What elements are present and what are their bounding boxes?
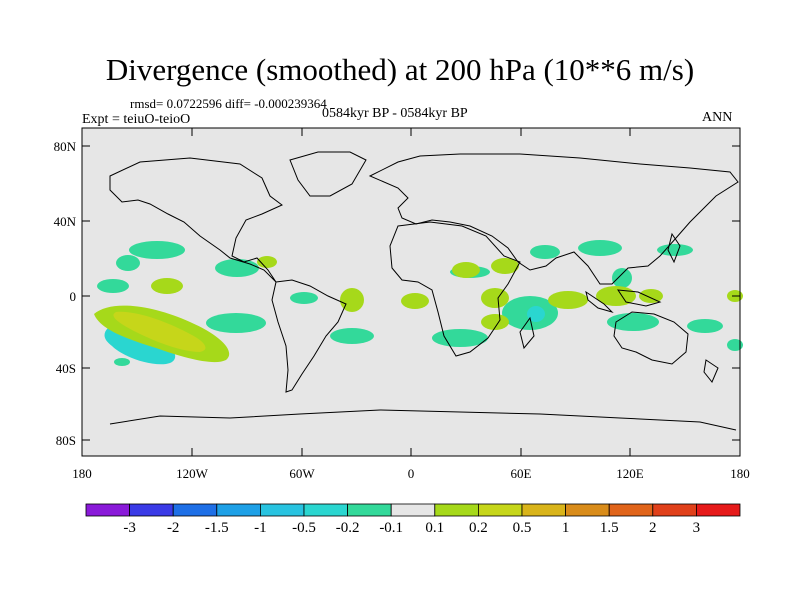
colorbar-swatch <box>521 503 566 517</box>
colorbar-label: 0.1 <box>425 520 445 536</box>
colorbar-label: 3 <box>692 520 701 536</box>
colorbar-label: -1.5 <box>204 520 229 536</box>
colorbar-swatch <box>129 503 174 517</box>
lon-label: 120E <box>616 466 644 481</box>
colorbar-label: -0.1 <box>379 520 404 536</box>
colorbar-label: -3 <box>123 520 136 536</box>
colorbar-swatch <box>85 503 130 517</box>
plot-title: Divergence (smoothed) at 200 hPa (10**6 … <box>105 52 695 87</box>
lat-label: 80N <box>53 139 76 154</box>
lon-label: 0 <box>407 466 415 481</box>
lon-label: 180 <box>730 466 750 481</box>
lat-label: 80S <box>55 433 76 448</box>
colorbar-label: 1 <box>561 520 570 536</box>
colorbar-label: 0.5 <box>512 520 532 536</box>
lat-label: 0 <box>69 289 77 304</box>
colorbar-label: 0.2 <box>469 520 488 536</box>
lat-label: 40N <box>53 214 76 229</box>
colorbar-swatch <box>259 503 305 517</box>
colorbar-swatch <box>434 503 479 517</box>
colorbar-swatch <box>216 503 261 517</box>
colorbar-label: -2 <box>166 520 180 536</box>
colorbar-swatch <box>696 503 741 517</box>
colorbar-swatch <box>347 503 392 517</box>
colorbar-swatch <box>172 503 218 517</box>
colorbar-swatch <box>565 503 610 517</box>
stats-label: rmsd= 0.0722596 diff= -0.000239364 <box>130 96 327 111</box>
period-label: 0584kyr BP - 0584kyr BP <box>322 106 468 121</box>
lon-label: 60E <box>510 466 532 481</box>
strong-positive-anomaly <box>113 311 206 352</box>
colorbar-label: 1.5 <box>599 520 619 536</box>
coastlines <box>109 151 739 431</box>
colorbar-swatch <box>390 503 436 517</box>
lat-label: 40S <box>55 361 76 376</box>
colorbar-label: -0.2 <box>335 520 360 536</box>
colorbar-swatch <box>477 503 523 517</box>
lon-label: 60W <box>289 466 315 481</box>
colorbar-swatch <box>652 503 697 517</box>
lon-label: 120W <box>176 466 208 481</box>
colorbar-label: 2 <box>649 520 657 536</box>
colorbar-swatch <box>303 503 348 517</box>
colorbar-label: -1 <box>254 520 267 536</box>
colorbar <box>85 503 741 517</box>
lon-label: 180 <box>72 466 92 481</box>
experiment-label: Expt = teiuO-teioO <box>82 112 191 127</box>
season-label: ANN <box>702 110 733 125</box>
colorbar-swatch <box>608 503 654 517</box>
axis-ticks <box>81 128 741 456</box>
colorbar-label: -0.5 <box>292 520 316 536</box>
